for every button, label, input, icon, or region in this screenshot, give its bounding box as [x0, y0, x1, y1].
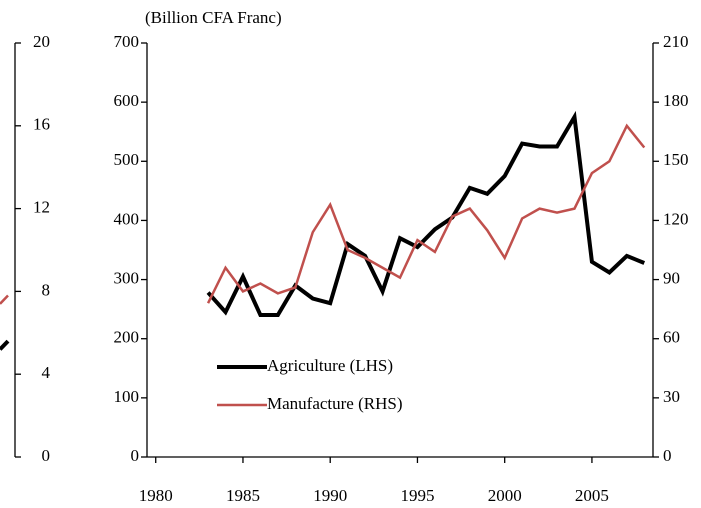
line-fragment — [0, 294, 9, 305]
x-tick-label: 2005 — [575, 486, 609, 505]
line-fragment — [0, 339, 10, 351]
legend-label: Manufacture (RHS) — [267, 394, 403, 413]
y2-tick-label: 4 — [42, 363, 51, 382]
y2-tick-label: 0 — [663, 446, 672, 465]
y2-tick-label: 12 — [33, 198, 50, 217]
x-tick-label: 1980 — [139, 486, 173, 505]
y2-tick-label: 30 — [663, 387, 680, 406]
y2-tick-label: 16 — [33, 115, 50, 134]
chart-title: (Billion CFA Franc) — [145, 8, 282, 27]
y2-tick-label: 150 — [663, 150, 689, 169]
y2-tick-label: 210 — [663, 32, 689, 51]
y-tick-label: 400 — [114, 209, 140, 228]
series-line — [206, 110, 646, 318]
y-tick-label: 300 — [114, 268, 140, 287]
y2-tick-label: 60 — [663, 328, 680, 347]
y-tick-label: 0 — [131, 446, 140, 465]
y2-tick-label: 0 — [42, 446, 51, 465]
x-tick-label: 1995 — [400, 486, 434, 505]
y-tick-label: 100 — [114, 387, 140, 406]
series-line — [206, 123, 646, 304]
y2-tick-label: 8 — [42, 280, 51, 299]
y-tick-label: 500 — [114, 150, 140, 169]
x-tick-label: 1990 — [313, 486, 347, 505]
y-tick-label: 700 — [114, 32, 140, 51]
y2-tick-label: 90 — [663, 268, 680, 287]
y2-tick-label: 180 — [663, 91, 689, 110]
legend-label: Agriculture (LHS) — [267, 356, 393, 375]
y-tick-label: 200 — [114, 328, 140, 347]
y2-tick-label: 120 — [663, 209, 689, 228]
x-tick-label: 2000 — [488, 486, 522, 505]
y-tick-label: 600 — [114, 91, 140, 110]
y2-tick-label: 20 — [33, 32, 50, 51]
x-tick-label: 1985 — [226, 486, 260, 505]
